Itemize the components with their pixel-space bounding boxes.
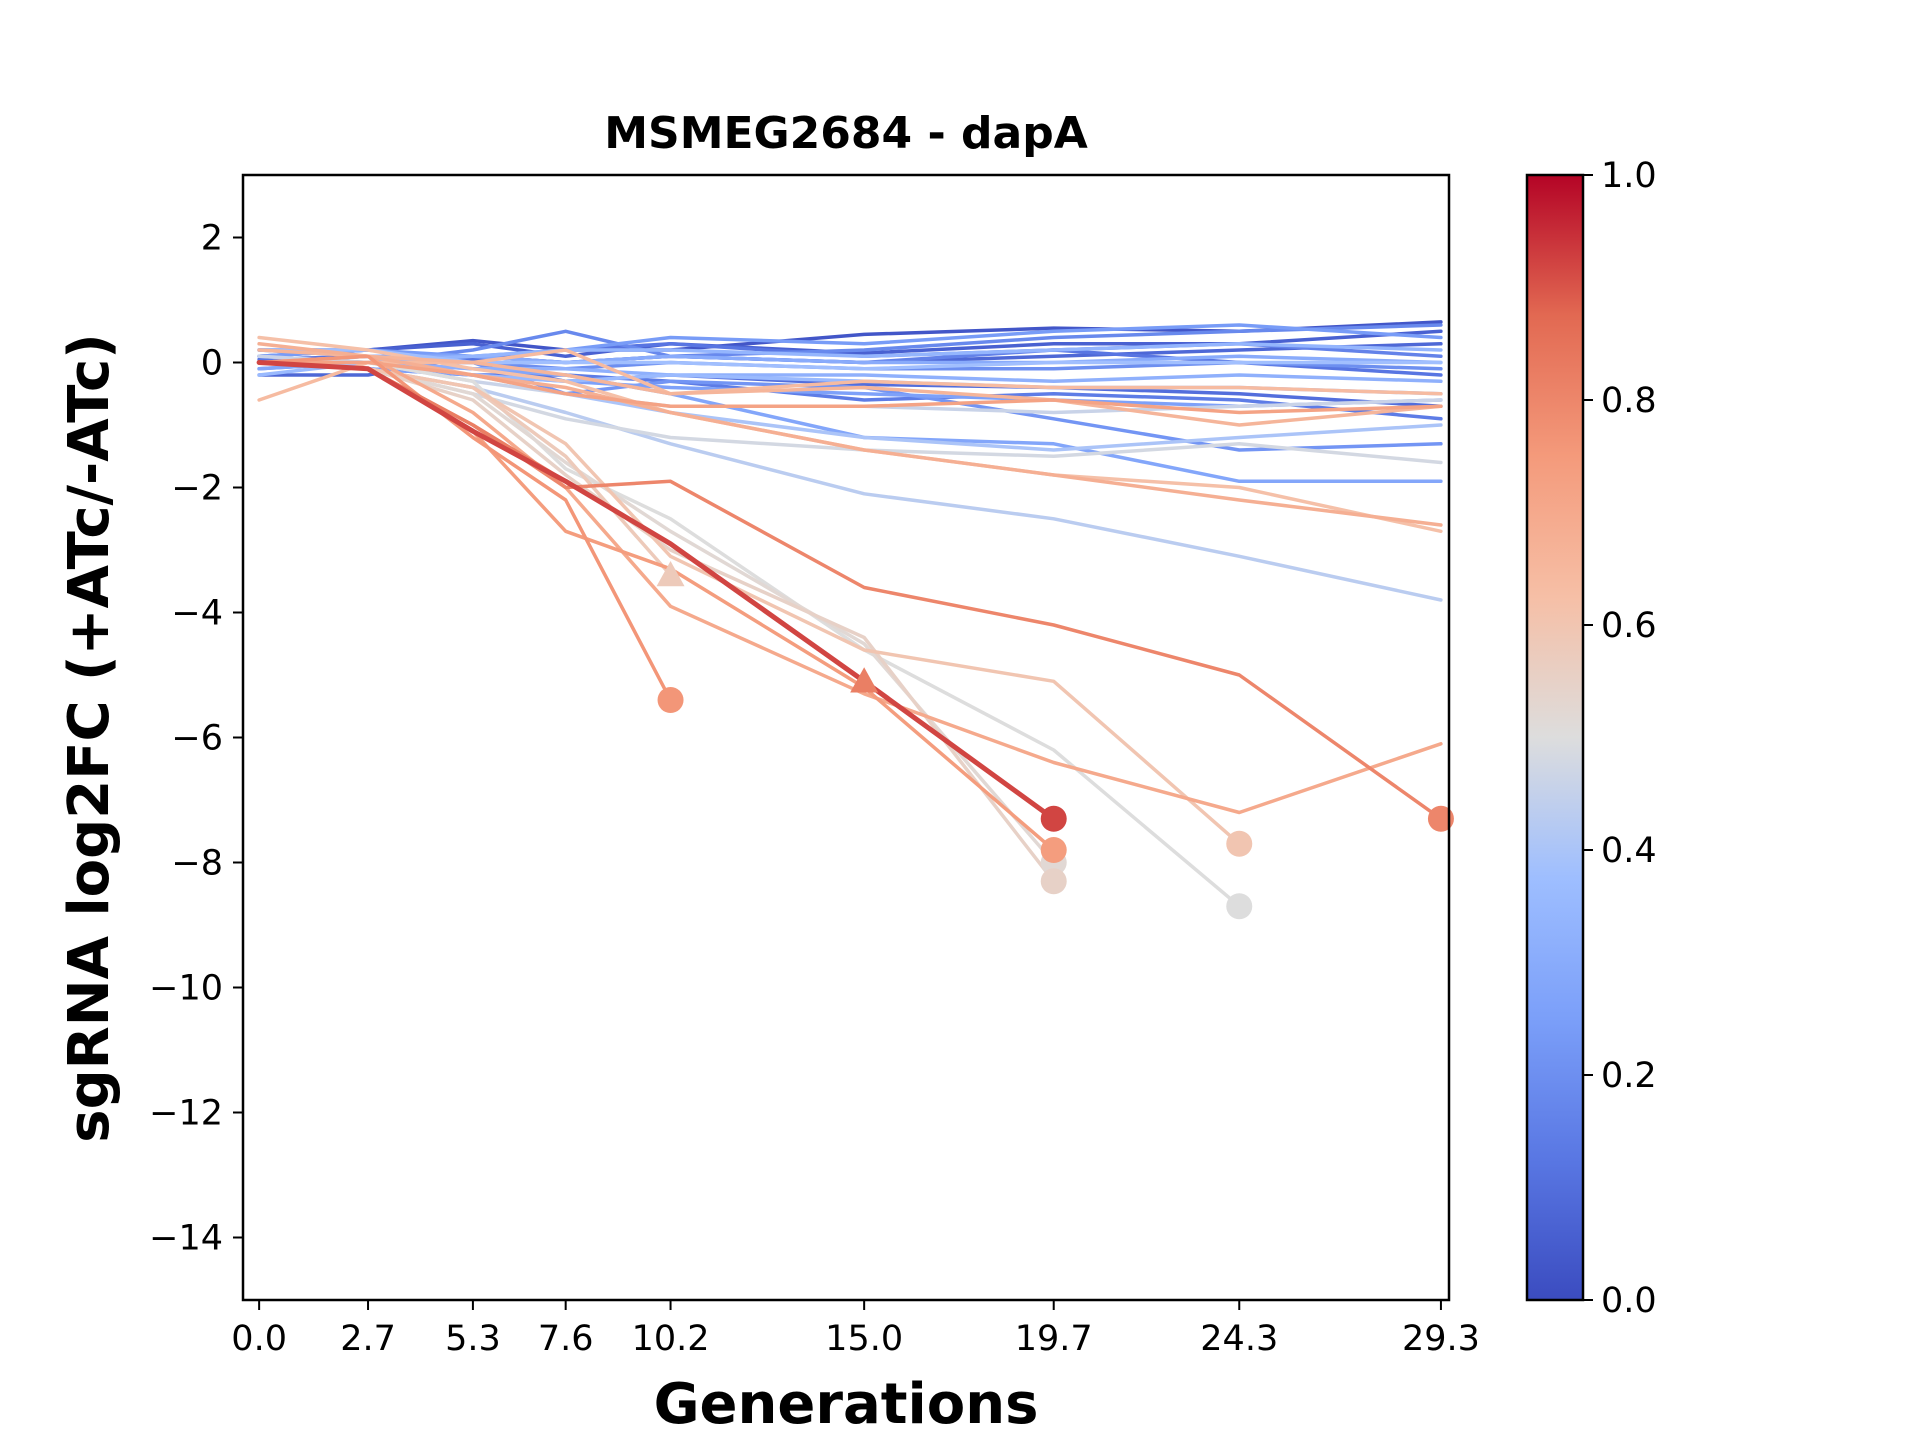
y-tick-label: −2 <box>171 469 223 509</box>
x-tick-label: 15.0 <box>825 1319 903 1359</box>
y-axis-ticks: 2 0 −2 −4 −6 −8 −10 −12 −14 <box>149 219 243 1259</box>
colorbar <box>1525 173 1585 1302</box>
colorbar-tick-label: 1.0 <box>1601 156 1657 196</box>
series-end-marker-37 <box>850 667 879 693</box>
x-tick-label: 5.3 <box>445 1319 501 1359</box>
x-tick-label: 2.7 <box>340 1319 396 1359</box>
series-end-marker-35 <box>657 687 684 713</box>
series-line-35 <box>257 354 673 702</box>
colorbar-tick-label: 0.0 <box>1601 1281 1657 1321</box>
series-line-12 <box>257 360 1443 409</box>
y-tick-label: −14 <box>149 1219 223 1259</box>
x-tick-label: 7.6 <box>538 1319 594 1359</box>
x-tick-label: 19.7 <box>1015 1319 1093 1359</box>
colorbar-tick-label: 0.4 <box>1601 831 1657 871</box>
y-tick-label: 2 <box>201 219 223 259</box>
y-tick-label: −6 <box>171 719 223 759</box>
series-line-16 <box>257 342 1443 365</box>
series-line-32 <box>257 354 1443 815</box>
y-tick-label: 0 <box>201 344 223 384</box>
y-tick-label: −12 <box>149 1094 223 1134</box>
series-end-marker-38 <box>1040 805 1067 832</box>
colorbar-tick-label: 0.2 <box>1601 1056 1657 1096</box>
series-end-marker-27 <box>1226 830 1253 857</box>
y-tick-label: −8 <box>171 844 223 884</box>
marker-layer <box>656 561 1454 920</box>
x-tick-label: 0.0 <box>231 1319 287 1359</box>
series-end-marker-23 <box>1226 893 1253 920</box>
series-line-11 <box>257 323 1443 359</box>
x-tick-label: 24.3 <box>1200 1319 1278 1359</box>
y-axis-label: sgRNA log2FC (+ATc/-ATc) <box>57 333 122 1143</box>
series-end-marker-34 <box>1040 837 1067 863</box>
series-line-31 <box>257 342 1443 527</box>
y-tick-label: −4 <box>171 594 223 634</box>
series-line-24 <box>257 360 1056 865</box>
x-axis-label: Generations <box>654 1372 1039 1437</box>
chart-title: MSMEG2684 - dapA <box>604 108 1088 159</box>
series-end-marker-36 <box>1427 805 1454 832</box>
colorbar-ticks: 0.0 0.2 0.4 0.6 0.8 1.0 <box>1583 156 1657 1321</box>
colorbar-tick-label: 0.8 <box>1601 381 1657 421</box>
x-axis-ticks: 0.0 2.7 5.3 7.6 10.2 15.0 19.7 24.3 29.3 <box>231 1300 1480 1359</box>
colorbar-tick-label: 0.6 <box>1601 606 1657 646</box>
series-line-33 <box>257 360 1443 415</box>
series-end-marker-26 <box>656 561 685 587</box>
y-tick-label: −10 <box>149 969 223 1009</box>
series-line-30 <box>257 348 1443 427</box>
series-end-marker-25 <box>1040 868 1067 895</box>
series-line-36 <box>257 360 1443 821</box>
series-line-18 <box>257 348 1443 371</box>
x-tick-label: 29.3 <box>1402 1319 1480 1359</box>
x-tick-label: 10.2 <box>632 1319 710 1359</box>
series-layer <box>256 320 1443 908</box>
